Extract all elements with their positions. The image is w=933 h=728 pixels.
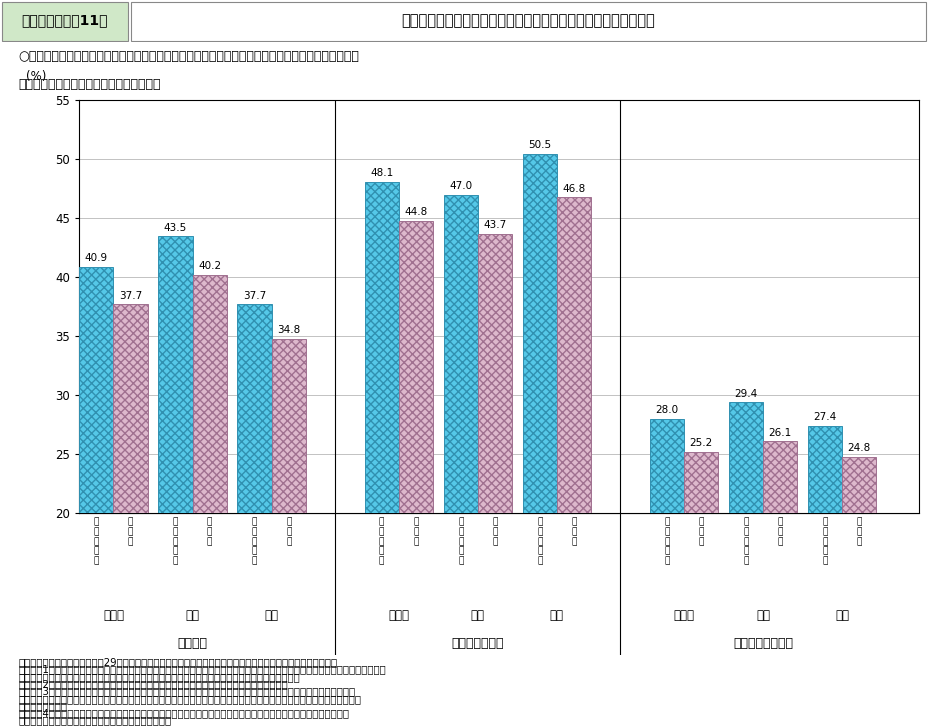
Text: 47.0: 47.0: [449, 181, 472, 191]
Text: 40.2: 40.2: [198, 261, 221, 272]
Text: 男女計: 男女計: [388, 609, 410, 622]
Text: 地
方
圏: 地 方 圏: [207, 518, 213, 546]
Text: 女性: 女性: [835, 609, 849, 622]
Text: 地
方
圏: 地 方 圏: [128, 518, 133, 546]
Bar: [365, 182, 398, 513]
Text: 43.7: 43.7: [483, 220, 507, 230]
Text: 男性: 男性: [756, 609, 770, 622]
Bar: [684, 452, 718, 513]
Text: 2）「主に通学をしながら仕事をしている」と回答している者は集計対象外としている。: 2）「主に通学をしながら仕事をしている」と回答している者は集計対象外としている。: [19, 679, 288, 689]
Bar: [192, 275, 227, 513]
Text: 施したと回答した者の割合を算出している。: 施したと回答した者の割合を算出している。: [19, 716, 172, 726]
Bar: [522, 154, 557, 513]
Text: (%): (%): [26, 70, 47, 83]
Text: 25.2: 25.2: [689, 438, 713, 448]
Bar: [763, 441, 797, 513]
Bar: [2, 1, 128, 41]
Text: 男女計: 男女計: [674, 609, 694, 622]
Bar: [159, 236, 192, 513]
Bar: [114, 304, 147, 513]
Text: 三
大
都
市
圏: 三 大 都 市 圏: [379, 518, 384, 566]
Text: 三
大
都
市
圏: 三 大 都 市 圏: [93, 518, 99, 566]
Text: 三
大
都
市
圏: 三 大 都 市 圏: [664, 518, 670, 566]
Text: 地
方
圏: 地 方 圏: [856, 518, 862, 546]
Text: 48.1: 48.1: [370, 168, 394, 178]
Text: 非正規雇用労働者: 非正規雇用労働者: [733, 637, 793, 650]
Text: 地
方
圏: 地 方 圏: [286, 518, 291, 546]
Text: 男性: 男性: [471, 609, 485, 622]
Bar: [557, 197, 591, 513]
Text: 男性: 男性: [186, 609, 200, 622]
Text: 地
方
圏: 地 方 圏: [777, 518, 783, 546]
Text: 府」「兵庫県」「奈良県」を指し、「地方圏」とは、三大都市圏以外の地域を指している。: 府」「兵庫県」「奈良県」を指し、「地方圏」とは、三大都市圏以外の地域を指している…: [19, 672, 300, 682]
Text: 三
大
都
市
圏: 三 大 都 市 圏: [744, 518, 748, 566]
Text: 29.4: 29.4: [734, 389, 758, 399]
Text: 地域別等でみた仕事に役立てるための訓練・自己啓発の実施状況: 地域別等でみた仕事に役立てるための訓練・自己啓発の実施状況: [401, 13, 655, 28]
Text: 女性: 女性: [550, 609, 564, 622]
Text: 女性: 女性: [265, 609, 279, 622]
Text: 地
方
圏: 地 方 圏: [571, 518, 577, 546]
Text: 正規雇用労働者: 正規雇用労働者: [452, 637, 504, 650]
Text: ○　男女ともに、いずれの雇用形態においても、地方圏より三大都市圏の方が、仕事に役立てるため: ○ 男女ともに、いずれの雇用形態においても、地方圏より三大都市圏の方が、仕事に役…: [19, 50, 359, 63]
Text: 43.5: 43.5: [164, 223, 188, 232]
Bar: [272, 339, 306, 513]
Text: 26.1: 26.1: [769, 428, 792, 438]
Bar: [808, 426, 842, 513]
Text: 地
方
圏: 地 方 圏: [413, 518, 419, 546]
Bar: [131, 1, 926, 41]
Text: 4）「１年間の間に仕事に役立てるための訓練や自己啓発をしましたか」という質問に回答した者に占める、実: 4）「１年間の間に仕事に役立てるための訓練や自己啓発をしましたか」という質問に回…: [19, 708, 350, 719]
Text: いる。: いる。: [19, 701, 68, 711]
Text: 三
大
都
市
圏: 三 大 都 市 圏: [458, 518, 464, 566]
Text: 三
大
都
市
圏: 三 大 都 市 圏: [252, 518, 258, 566]
Text: イト」「労働者派遣事業所の派遣社員」「契約社員」「嘱託」「その他」と回答した者を非正規雇用労働者として: イト」「労働者派遣事業所の派遣社員」「契約社員」「嘱託」「その他」と回答した者を…: [19, 694, 362, 704]
Text: 地
方
圏: 地 方 圏: [699, 518, 703, 546]
Text: 3）勤め先における呼称について、「正規の職員・従業員」と回答した者を正規雇用労働者、「パート」「アルバ: 3）勤め先における呼称について、「正規の職員・従業員」と回答した者を正規雇用労働…: [19, 687, 355, 697]
Text: （注）　1）「三大都市圏」とは、「埼玉県」「千葉県」「東京都」「神奈川県」「岐阜県」「愛知県」「三重県」「京都府」「大阪: （注） 1）「三大都市圏」とは、「埼玉県」「千葉県」「東京都」「神奈川県」「岐阜…: [19, 665, 386, 675]
Bar: [237, 304, 272, 513]
Text: 男女計: 男女計: [103, 609, 124, 622]
Text: 三
大
都
市
圏: 三 大 都 市 圏: [822, 518, 828, 566]
Text: 資料出所　総務省統計局「平成29年就業構造基本調査」の個票を厚生労働省政策統括官付政策統括室にて独自集計: 資料出所 総務省統計局「平成29年就業構造基本調査」の個票を厚生労働省政策統括官…: [19, 657, 338, 668]
Text: 地
方
圏: 地 方 圏: [493, 518, 497, 546]
Bar: [398, 221, 433, 513]
Text: 三
大
都
市
圏: 三 大 都 市 圏: [173, 518, 178, 566]
Text: の訓練・自己啓発の実施割合が高い。: の訓練・自己啓発の実施割合が高い。: [19, 78, 161, 91]
Text: 24.8: 24.8: [847, 443, 870, 453]
Bar: [443, 195, 478, 513]
Text: 27.4: 27.4: [814, 413, 837, 422]
Bar: [842, 456, 876, 513]
Text: 37.7: 37.7: [119, 291, 142, 301]
Text: 第２－（１）－11図: 第２－（１）－11図: [21, 13, 108, 27]
Text: 44.8: 44.8: [404, 207, 427, 217]
Text: 37.7: 37.7: [243, 291, 266, 301]
Text: 雇用者計: 雇用者計: [177, 637, 207, 650]
Text: 34.8: 34.8: [277, 325, 300, 335]
Text: 三
大
都
市
圏: 三 大 都 市 圏: [537, 518, 542, 566]
Text: 28.0: 28.0: [655, 405, 678, 416]
Bar: [649, 419, 684, 513]
Bar: [478, 234, 512, 513]
Text: 46.8: 46.8: [563, 183, 586, 194]
Bar: [79, 266, 114, 513]
Text: 40.9: 40.9: [85, 253, 108, 264]
Bar: [729, 403, 763, 513]
Text: 50.5: 50.5: [528, 140, 551, 150]
